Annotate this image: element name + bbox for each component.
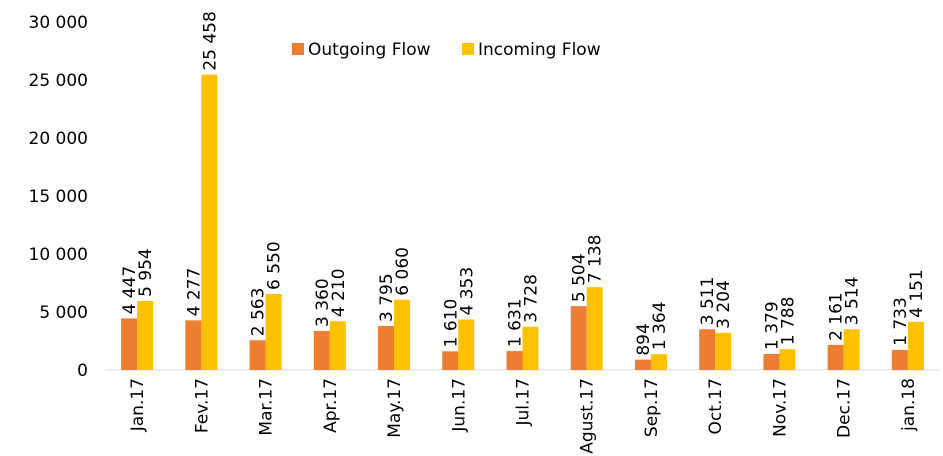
x-tick-label: Agust.17 [578, 378, 598, 454]
y-tick-label: 20 000 [29, 129, 88, 149]
data-label: 5 954 [136, 248, 156, 297]
y-tick-label: 25 000 [29, 71, 88, 91]
x-tick-label: Jul.17 [514, 378, 534, 427]
x-tick-label: Jun.17 [449, 378, 469, 433]
bar [779, 349, 796, 370]
data-label: 6 060 [393, 247, 413, 296]
data-label: 3 204 [714, 280, 734, 329]
data-label: 1 379 [762, 301, 782, 350]
data-label: 4 353 [457, 267, 477, 316]
bar [137, 300, 154, 370]
data-label: 1 788 [778, 297, 798, 346]
bar [522, 326, 539, 370]
bar [506, 351, 523, 370]
bar [329, 321, 346, 370]
bar [650, 354, 667, 370]
data-label: 4 151 [907, 269, 927, 318]
y-tick-label: 30 000 [29, 13, 88, 33]
data-label: 3 360 [313, 278, 333, 327]
bar [313, 331, 330, 370]
data-label: 1 364 [650, 302, 670, 351]
bar [249, 340, 266, 370]
bar [458, 319, 475, 370]
bar [201, 74, 218, 371]
bar [442, 351, 459, 370]
x-tick-label: Oct.17 [706, 378, 726, 434]
data-label: 3 795 [377, 273, 397, 322]
bar [634, 359, 651, 370]
x-tick-label: Fev.17 [192, 378, 212, 433]
data-label: 1 733 [891, 297, 911, 346]
y-tick-label: 15 000 [29, 187, 88, 207]
x-tick-label: Dec.17 [835, 378, 855, 438]
data-label: 3 511 [698, 277, 718, 326]
data-label: 4 210 [329, 268, 349, 317]
bar [827, 344, 844, 370]
bar [891, 349, 908, 370]
x-tick-label: Nov.17 [770, 378, 790, 437]
data-label: 5 504 [570, 253, 590, 302]
legend-swatch [292, 43, 304, 55]
data-label: 2 563 [249, 288, 269, 337]
legend-label: Incoming Flow [478, 40, 601, 60]
data-label: 6 550 [265, 241, 285, 290]
bar [121, 318, 138, 370]
data-label: 25 458 [200, 11, 220, 70]
bar [394, 299, 411, 370]
y-tick-label: 5 000 [39, 303, 88, 323]
x-tick-label: Mar.17 [257, 378, 277, 436]
data-label: 3 728 [522, 274, 542, 323]
bar [570, 306, 587, 370]
legend-swatch [462, 43, 474, 55]
x-tick-label: Jan.17 [128, 378, 148, 432]
data-label: 4 447 [120, 266, 140, 315]
data-label: 894 [634, 323, 654, 355]
bar [715, 332, 732, 370]
bar [265, 294, 282, 370]
data-label: 7 138 [586, 235, 606, 284]
bar [378, 325, 395, 370]
data-label: 1 631 [506, 298, 526, 347]
bar [907, 321, 924, 370]
data-label: 3 514 [843, 277, 863, 326]
legend-label: Outgoing Flow [308, 40, 431, 60]
data-label: 1 610 [441, 299, 461, 348]
data-label: 2 161 [827, 292, 847, 341]
data-label: 4 277 [184, 268, 204, 317]
bar [699, 329, 716, 370]
bar [763, 354, 780, 370]
y-tick-label: 10 000 [29, 245, 88, 265]
y-tick-label: 0 [77, 361, 88, 381]
x-tick-label: Sep.17 [642, 378, 662, 437]
x-tick-label: jan.18 [899, 378, 919, 432]
x-tick-label: Apr.17 [321, 378, 341, 433]
bar [185, 320, 202, 370]
bar [586, 287, 603, 370]
bar [843, 329, 860, 370]
x-tick-label: May.17 [385, 378, 405, 438]
